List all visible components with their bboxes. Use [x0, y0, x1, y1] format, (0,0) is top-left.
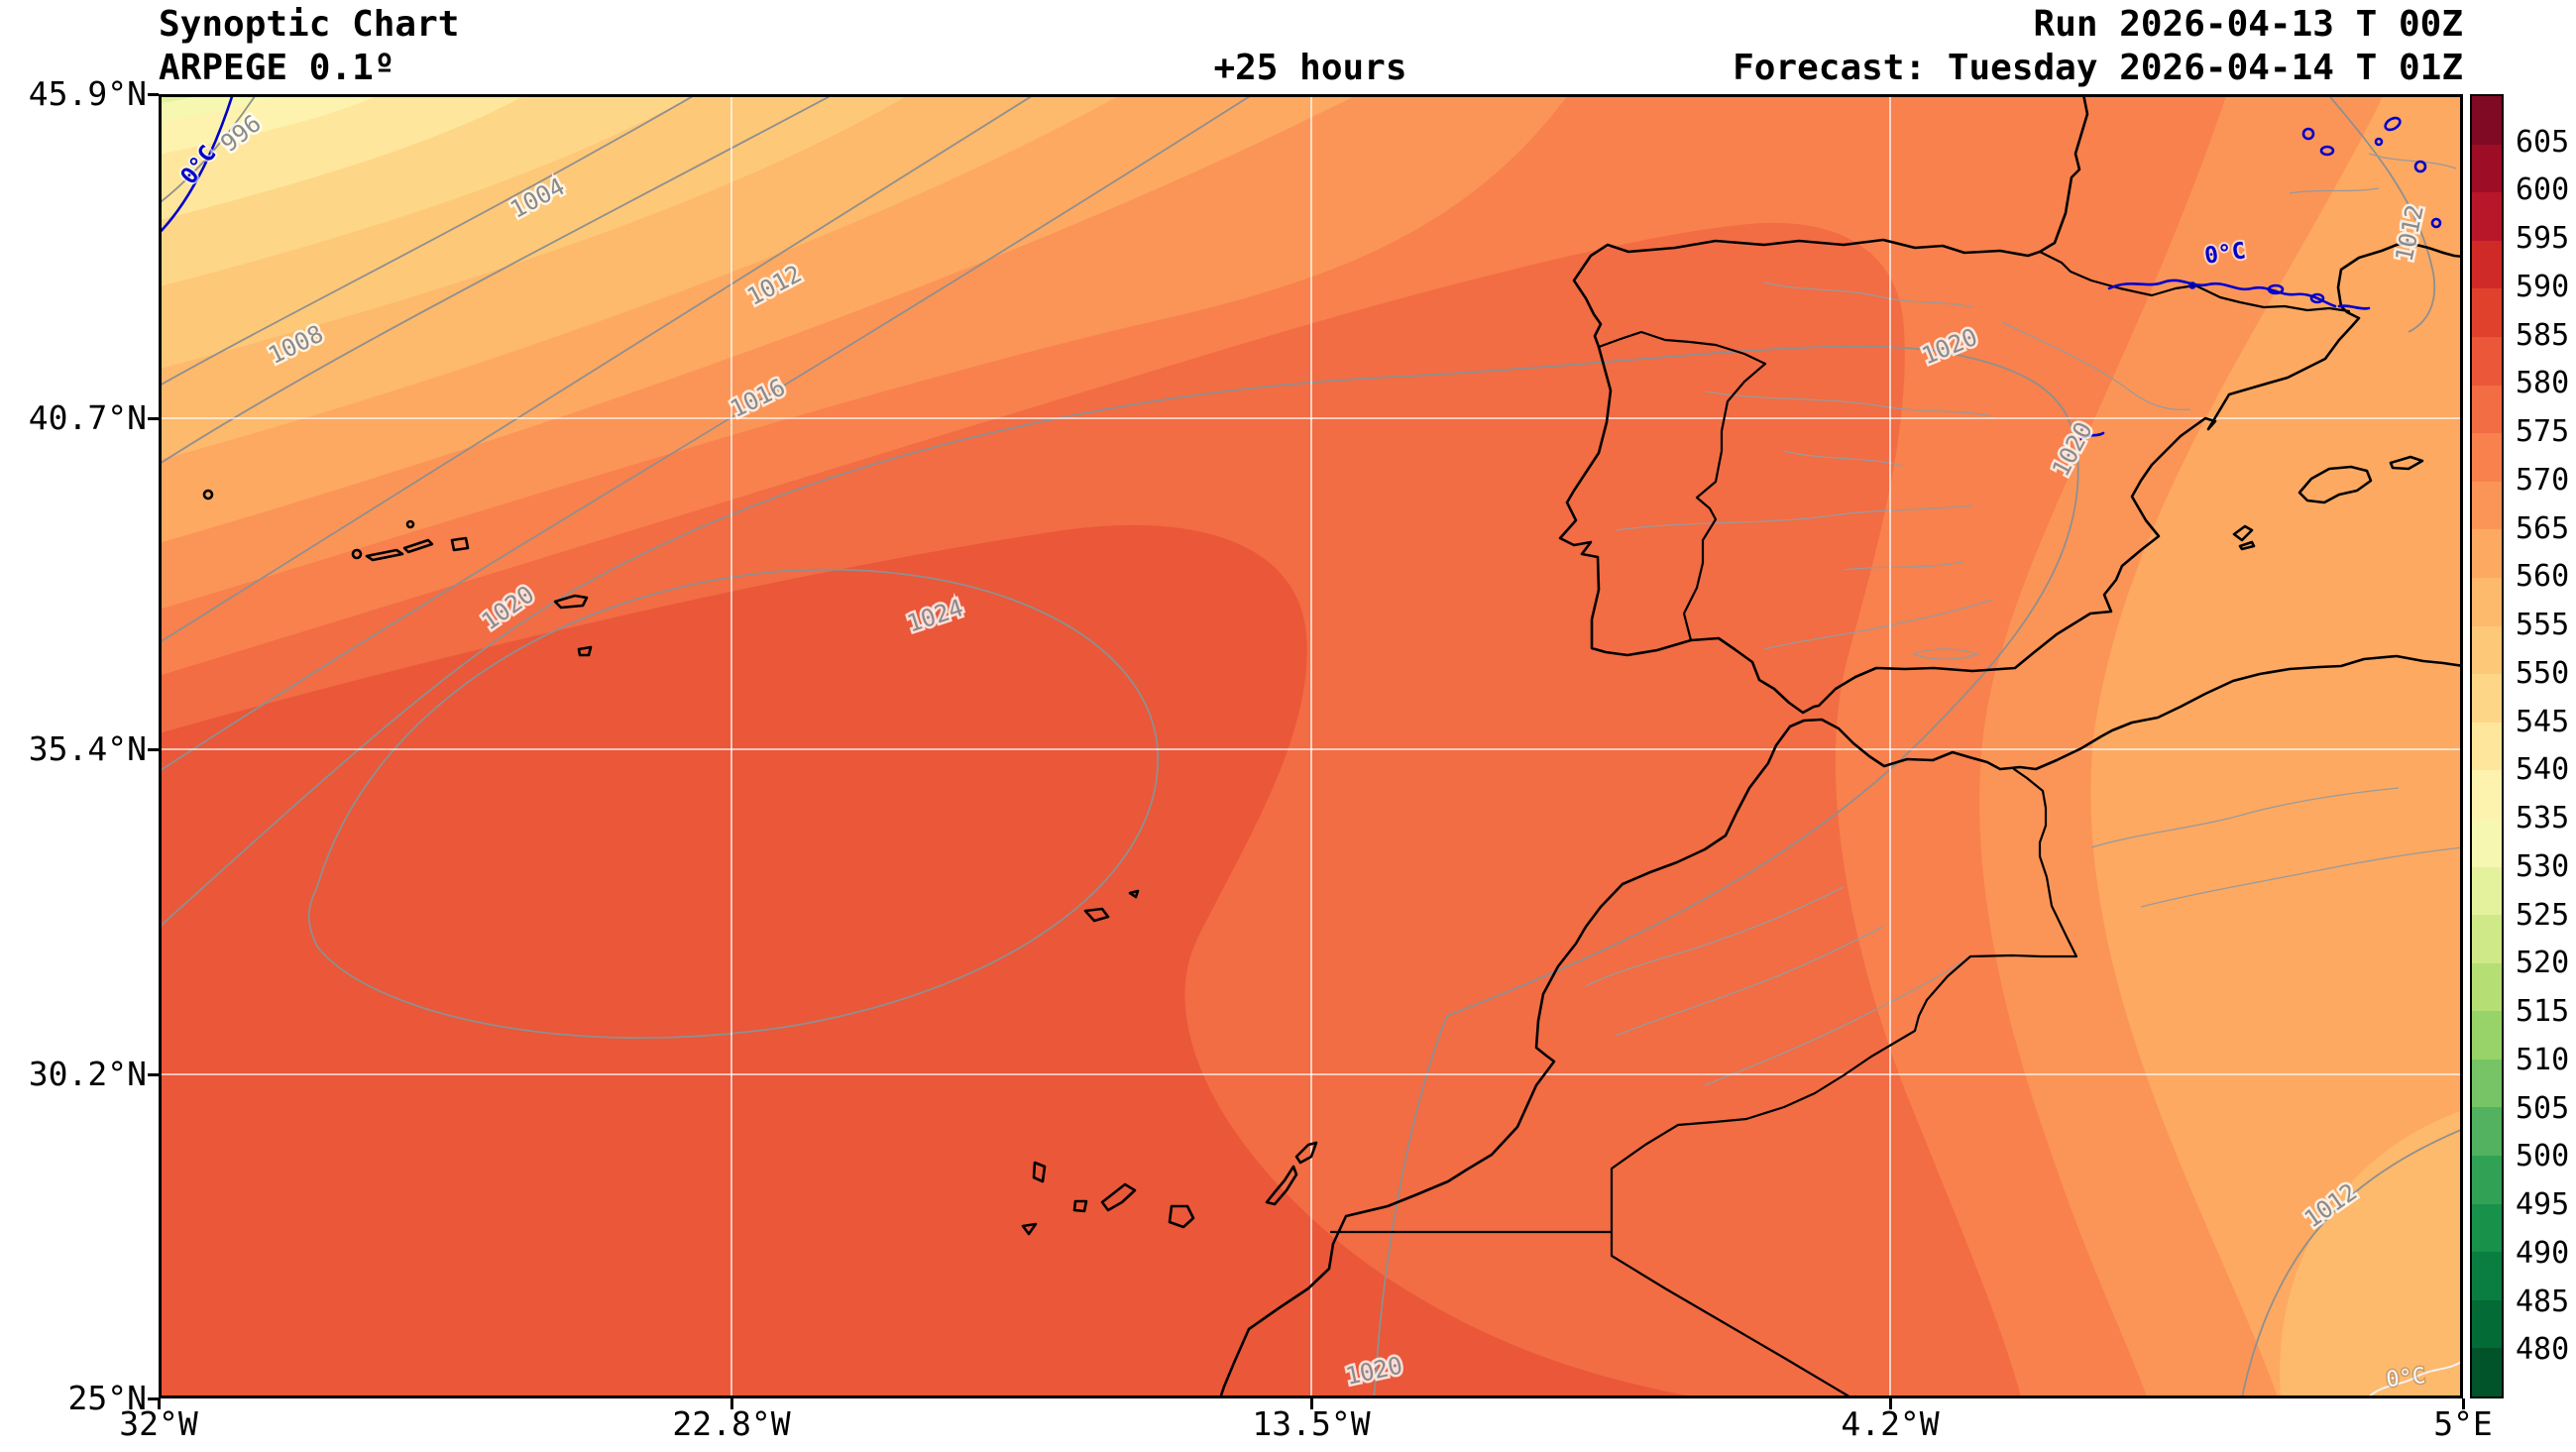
colorbar-segment	[2472, 818, 2502, 867]
isotherm-label: 0°C	[2385, 1364, 2426, 1393]
colorbar-tick-label: 585	[2516, 317, 2570, 353]
lead-time-label: +25 hours	[1213, 48, 1407, 88]
colorbar-segment	[2472, 577, 2502, 626]
x-tick-label: 4.2°W	[1841, 1404, 1940, 1443]
map-canvas: 996 1004 1008 1012 1016 1020 1024 1020 1020 1012 1…	[159, 94, 2463, 1398]
x-axis-tick	[1309, 1398, 1313, 1409]
x-axis-tick	[157, 1398, 161, 1409]
colorbar-tick-label: 500	[2516, 1139, 2570, 1174]
colorbar-segment	[2472, 96, 2502, 145]
y-axis-tick	[148, 1396, 159, 1400]
colorbar-segment	[2472, 866, 2502, 916]
colorbar-tick-label: 480	[2516, 1332, 2570, 1368]
colorbar-segment	[2472, 625, 2502, 675]
colorbar-segment	[2472, 1252, 2502, 1300]
colorbar-segment	[2472, 1348, 2502, 1397]
y-axis-tick	[148, 416, 159, 420]
colorbar-tick-label: 580	[2516, 366, 2570, 401]
colorbar-tick-label: 540	[2516, 752, 2570, 788]
colorbar-tick-label: 600	[2516, 172, 2570, 208]
colorbar-tick-label: 555	[2516, 608, 2570, 643]
map-frame	[159, 94, 2463, 1398]
colorbar-tick-label: 560	[2516, 559, 2570, 595]
colorbar-tick-label: 565	[2516, 510, 2570, 546]
colorbar-labels: 605 600 595 590 585 580 575 570 565 560 555 550 545 5…	[2510, 94, 2575, 1398]
coastlines	[202, 94, 2463, 1398]
colorbar-tick-label: 570	[2516, 462, 2570, 498]
islands	[202, 455, 2424, 1236]
colorbar-segment	[2472, 1059, 2502, 1108]
x-tick-label: 5°E	[2433, 1404, 2493, 1443]
colorbar-segment	[2472, 962, 2502, 1012]
colorbar-tick-label: 520	[2516, 946, 2570, 981]
page-title: Synoptic Chart	[159, 4, 460, 45]
colorbar-tick-label: 575	[2516, 414, 2570, 450]
y-tick-label: 35.4°N	[28, 729, 147, 768]
colorbar-segment	[2472, 288, 2502, 337]
colorbar-tick-label: 530	[2516, 848, 2570, 884]
colorbar-tick-label: 550	[2516, 655, 2570, 691]
x-axis-tick	[2461, 1398, 2465, 1409]
model-label: ARPEGE 0.1º	[159, 48, 395, 88]
colorbar-tick-label: 535	[2516, 801, 2570, 837]
colorbar-segment	[2472, 336, 2502, 386]
colorbar-segment	[2472, 722, 2502, 771]
y-axis-tick	[148, 1072, 159, 1076]
y-tick-label: 25°N	[67, 1379, 147, 1417]
colorbar-segment	[2472, 144, 2502, 193]
colorbar-segment	[2472, 192, 2502, 241]
colorbar-tick-label: 525	[2516, 897, 2570, 933]
x-axis-tick	[1888, 1398, 1892, 1409]
x-tick-label: 32°W	[119, 1404, 198, 1443]
colorbar-segment	[2472, 385, 2502, 434]
colorbar-tick-label: 515	[2516, 994, 2570, 1030]
y-tick-label: 45.9°N	[28, 74, 147, 113]
colorbar-segment	[2472, 1107, 2502, 1157]
colorbar-segment	[2472, 433, 2502, 482]
x-tick-label: 22.8°W	[672, 1404, 791, 1443]
colorbar-tick-label: 595	[2516, 221, 2570, 257]
colorbar-tick-label: 605	[2516, 124, 2570, 160]
colorbar-segment	[2472, 1203, 2502, 1253]
shaded-field-bands	[159, 94, 2463, 1398]
y-tick-label: 30.2°N	[28, 1055, 147, 1093]
colorbar-tick-label: 505	[2516, 1090, 2570, 1126]
colorbar-tick-label: 510	[2516, 1042, 2570, 1077]
y-axis-tick	[148, 92, 159, 96]
colorbar-segment	[2472, 240, 2502, 289]
colorbar-segment	[2472, 1156, 2502, 1204]
colorbar-tick-label: 545	[2516, 704, 2570, 739]
isobar-lines	[159, 94, 2463, 1398]
colorbar-segment	[2472, 915, 2502, 963]
forecast-label: Forecast: Tuesday 2026-04-14 T 01Z	[1733, 48, 2463, 88]
x-tick-label: 13.5°W	[1252, 1404, 1371, 1443]
y-tick-label: 40.7°N	[28, 398, 147, 437]
colorbar-tick-label: 490	[2516, 1235, 2570, 1271]
colorbar-segment	[2472, 674, 2502, 723]
colorbar-segment	[2472, 770, 2502, 819]
y-axis-tick	[148, 747, 159, 751]
run-label: Run 2026-04-13 T 00Z	[2033, 4, 2463, 45]
colorbar-segment	[2472, 1011, 2502, 1060]
graticule-lines	[159, 94, 2463, 1398]
colorbar	[2470, 94, 2504, 1398]
colorbar-tick-label: 485	[2516, 1284, 2570, 1319]
x-axis-tick	[729, 1398, 733, 1409]
colorbar-segment	[2472, 529, 2502, 578]
colorbar-segment	[2472, 481, 2502, 530]
colorbar-segment	[2472, 1299, 2502, 1349]
colorbar-tick-label: 590	[2516, 269, 2570, 304]
colorbar-tick-label: 495	[2516, 1187, 2570, 1223]
